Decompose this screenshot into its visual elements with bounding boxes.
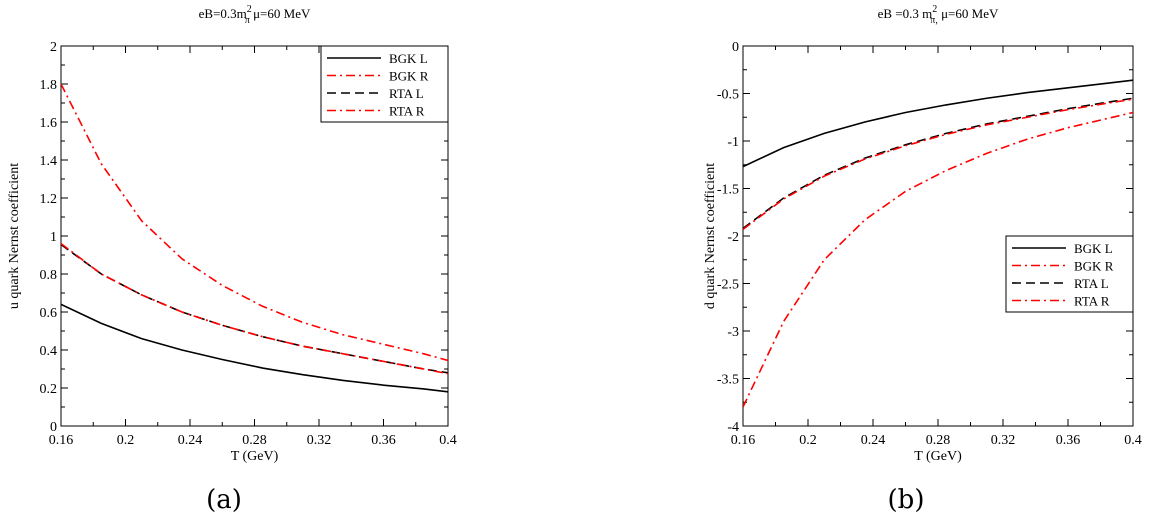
legend: BGK L BGK R RTA L RTA R: [1005, 235, 1134, 313]
x-tick-label: 0.2: [799, 433, 817, 448]
chart-title: eB=0.3m2 π μ=60 MeV: [199, 4, 311, 26]
y-tick-label: 1.2: [40, 192, 58, 207]
x-tick-label: 0.32: [991, 433, 1016, 448]
y-tick-label: 0.6: [40, 306, 58, 321]
chart-title-text: eB=0.3m: [199, 6, 247, 21]
x-tick-label: 0.4: [1124, 433, 1142, 448]
y-tick-label: 2: [50, 40, 57, 55]
y-tick-label: -4: [727, 420, 739, 435]
legend-label: RTA L: [389, 86, 424, 101]
y-tick-label: -2: [727, 230, 739, 245]
y-tick-label: 0.2: [40, 382, 58, 397]
y-tick-label: -1: [727, 135, 739, 150]
series-line-bgk-r: [61, 83, 448, 362]
series-line-bgk-r: [743, 111, 1133, 408]
x-tick-label: 0.16: [731, 433, 756, 448]
panel-label: (a): [206, 485, 242, 515]
x-tick-label: 0.24: [861, 433, 886, 448]
legend-label: RTA R: [1074, 294, 1110, 309]
y-axis-label: d quark Nernst coefficient: [703, 163, 718, 309]
x-tick-label: 0.2: [117, 433, 135, 448]
y-tick-label: 0.4: [40, 344, 58, 359]
x-axis-label: T (GeV): [914, 449, 962, 464]
legend: BGK L BGK R RTA L RTA R: [320, 45, 449, 123]
chart-title-text: eB =0.3 m: [878, 6, 933, 21]
x-tick-label: 0.28: [242, 433, 267, 448]
legend-label: RTA L: [1074, 276, 1109, 291]
y-tick-label: -2.5: [717, 278, 739, 293]
x-tick-label: 0.36: [371, 433, 396, 448]
legend-label: BGK L: [389, 51, 428, 66]
y-tick-label: -3: [727, 325, 739, 340]
legend-label: BGK L: [1074, 241, 1113, 256]
chart-title-subscript: π: [245, 15, 250, 26]
x-tick-label: 0.36: [1056, 433, 1081, 448]
chart-title-subscript: π,: [930, 15, 938, 26]
legend-label: BGK R: [389, 69, 429, 84]
series-line-bgk-l: [61, 303, 448, 393]
x-axis-label: T (GeV): [231, 449, 279, 464]
chart-title: eB =0.3 m2 π, μ=60 MeV: [878, 4, 999, 26]
y-tick-label: 1.6: [40, 116, 58, 131]
legend-label: RTA R: [389, 104, 425, 119]
y-tick-label: 1.8: [40, 78, 58, 93]
chart-panel-b: eB =0.3 m2 π, μ=60 MeV 0.16 0.2 0.24 0.28 0.32…: [703, 4, 1142, 515]
y-tick-label: 1.4: [40, 154, 58, 169]
chart-title-text: μ=60 MeV: [250, 6, 311, 21]
series-line-rta-l: [61, 243, 448, 374]
chart-title-superscript: 2: [247, 4, 252, 15]
panel-label: (b): [888, 485, 925, 515]
y-tick-label: 0: [732, 40, 739, 55]
y-tick-label: 0: [50, 420, 57, 435]
x-tick-label: 0.24: [178, 433, 203, 448]
chart-title-superscript: 2: [932, 4, 937, 15]
series-line-bgk-l: [743, 79, 1133, 168]
x-tick-label: 0.32: [307, 433, 332, 448]
y-tick-label: 0.8: [40, 268, 58, 283]
series-line-rta-l: [743, 97, 1133, 230]
y-tick-label: -3.5: [717, 373, 739, 388]
series-line-rta-r: [743, 98, 1133, 230]
chart-title-text: μ=60 MeV: [938, 6, 999, 21]
y-tick-label: -1.5: [717, 183, 739, 198]
x-tick-label: 0.16: [49, 433, 74, 448]
x-tick-label: 0.4: [439, 433, 457, 448]
legend-label: BGK R: [1074, 259, 1114, 274]
y-tick-label: -0.5: [717, 88, 739, 103]
y-axis-label: u quark Nernst coefficient: [7, 163, 22, 309]
y-tick-label: 1: [50, 230, 57, 245]
series-line-rta-r: [61, 242, 448, 375]
x-tick-label: 0.28: [926, 433, 951, 448]
